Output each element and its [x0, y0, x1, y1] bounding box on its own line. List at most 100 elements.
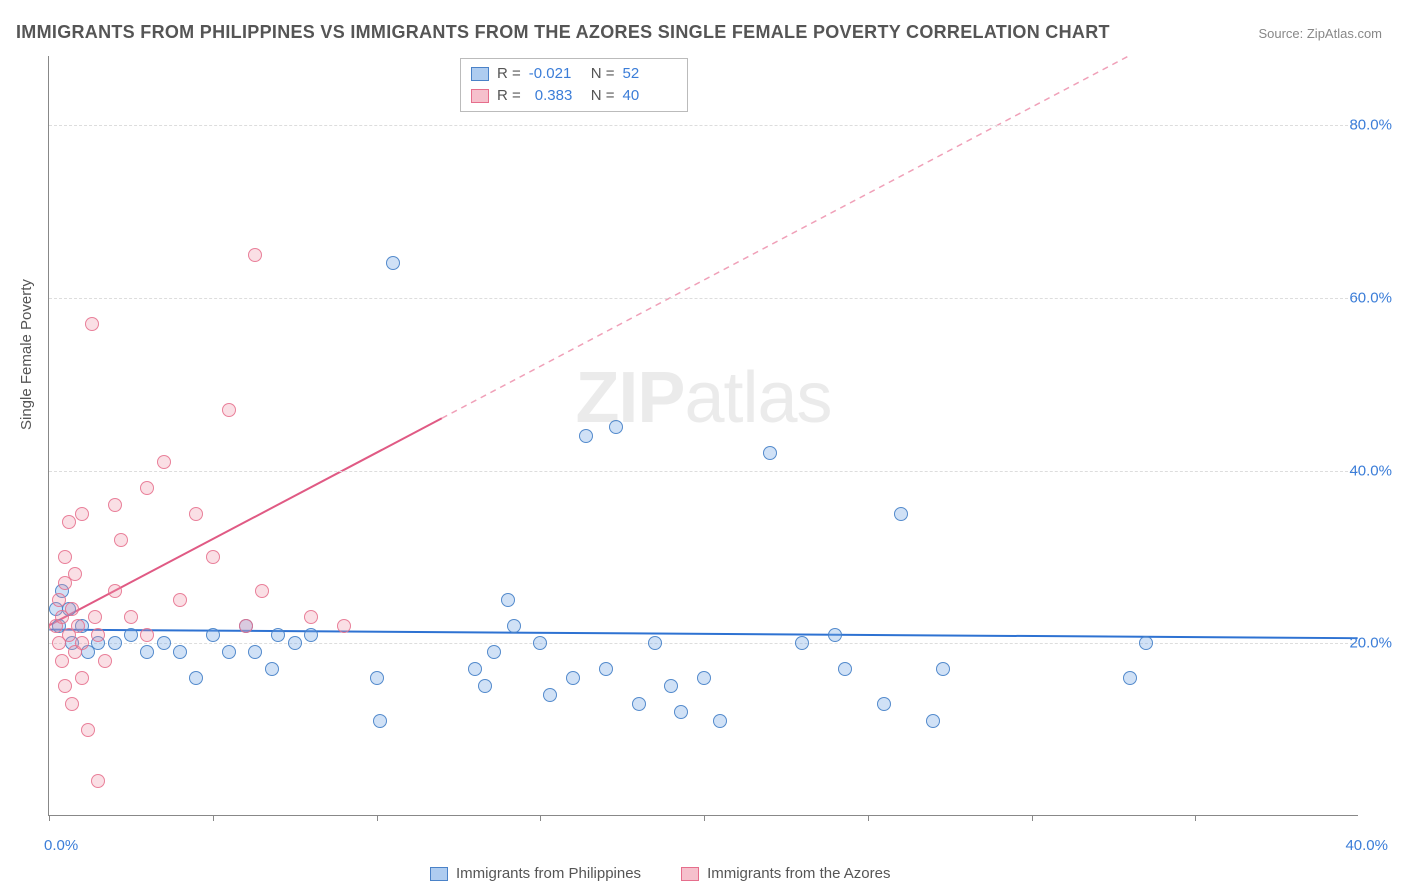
data-point — [507, 619, 521, 633]
data-point — [478, 679, 492, 693]
r-label: R = — [497, 85, 521, 107]
data-point — [373, 714, 387, 728]
data-point — [75, 671, 89, 685]
source-attribution: Source: ZipAtlas.com — [1258, 26, 1382, 41]
gridline-h — [49, 471, 1358, 472]
data-point — [337, 619, 351, 633]
x-tick — [49, 815, 50, 821]
data-point — [85, 317, 99, 331]
x-axis-min-label: 0.0% — [44, 837, 78, 854]
data-point — [157, 455, 171, 469]
data-point — [599, 662, 613, 676]
data-point — [108, 584, 122, 598]
data-point — [206, 550, 220, 564]
data-point — [255, 584, 269, 598]
data-point — [926, 714, 940, 728]
y-axis-label: Single Female Poverty — [18, 279, 35, 430]
swatch-pink — [471, 89, 489, 103]
data-point — [58, 550, 72, 564]
data-point — [157, 636, 171, 650]
data-point — [763, 446, 777, 460]
data-point — [140, 481, 154, 495]
legend-row-azores: R = 0.383 N = 40 — [471, 85, 677, 107]
gridline-h — [49, 643, 1358, 644]
data-point — [222, 403, 236, 417]
r-label: R = — [497, 63, 521, 85]
data-point — [501, 593, 515, 607]
data-point — [697, 671, 711, 685]
data-point — [55, 654, 69, 668]
data-point — [173, 593, 187, 607]
data-point — [65, 697, 79, 711]
data-point — [487, 645, 501, 659]
data-point — [894, 507, 908, 521]
y-tick-label: 80.0% — [1349, 117, 1392, 134]
data-point — [370, 671, 384, 685]
data-point — [108, 498, 122, 512]
x-tick — [868, 815, 869, 821]
data-point — [173, 645, 187, 659]
swatch-blue — [430, 867, 448, 881]
data-point — [248, 248, 262, 262]
data-point — [108, 636, 122, 650]
data-point — [114, 533, 128, 547]
data-point — [632, 697, 646, 711]
trend-lines-layer — [49, 56, 1358, 815]
x-axis-max-label: 40.0% — [1345, 837, 1388, 854]
data-point — [579, 429, 593, 443]
data-point — [62, 515, 76, 529]
data-point — [386, 256, 400, 270]
data-point — [543, 688, 557, 702]
data-point — [65, 602, 79, 616]
data-point — [609, 420, 623, 434]
legend-label-philippines: Immigrants from Philippines — [456, 865, 641, 882]
data-point — [795, 636, 809, 650]
x-tick — [704, 815, 705, 821]
x-tick — [1032, 815, 1033, 821]
scatter-plot-area: ZIPatlas — [48, 56, 1358, 816]
data-point — [71, 619, 85, 633]
data-point — [52, 593, 66, 607]
legend-item-azores: Immigrants from the Azores — [681, 865, 890, 882]
data-point — [877, 697, 891, 711]
n-label: N = — [591, 85, 615, 107]
x-tick — [377, 815, 378, 821]
chart-title: IMMIGRANTS FROM PHILIPPINES VS IMMIGRANT… — [16, 22, 1110, 43]
data-point — [124, 610, 138, 624]
data-point — [81, 723, 95, 737]
data-point — [206, 628, 220, 642]
data-point — [124, 628, 138, 642]
y-tick-label: 60.0% — [1349, 289, 1392, 306]
legend-row-philippines: R = -0.021 N = 52 — [471, 63, 677, 85]
data-point — [189, 671, 203, 685]
data-point — [566, 671, 580, 685]
data-point — [239, 619, 253, 633]
correlation-legend-box: R = -0.021 N = 52 R = 0.383 N = 40 — [460, 58, 688, 112]
data-point — [674, 705, 688, 719]
data-point — [271, 628, 285, 642]
n-value-azores: 40 — [623, 85, 677, 107]
data-point — [533, 636, 547, 650]
data-point — [91, 774, 105, 788]
data-point — [713, 714, 727, 728]
swatch-blue — [471, 67, 489, 81]
data-point — [75, 636, 89, 650]
y-tick-label: 20.0% — [1349, 635, 1392, 652]
data-point — [88, 610, 102, 624]
data-point — [189, 507, 203, 521]
data-point — [91, 628, 105, 642]
swatch-pink — [681, 867, 699, 881]
data-point — [222, 645, 236, 659]
data-point — [98, 654, 112, 668]
data-point — [68, 567, 82, 581]
data-point — [248, 645, 262, 659]
data-point — [58, 679, 72, 693]
data-point — [265, 662, 279, 676]
data-point — [664, 679, 678, 693]
data-point — [140, 645, 154, 659]
data-point — [288, 636, 302, 650]
data-point — [1123, 671, 1137, 685]
series-legend: Immigrants from Philippines Immigrants f… — [430, 865, 890, 882]
data-point — [140, 628, 154, 642]
data-point — [1139, 636, 1153, 650]
